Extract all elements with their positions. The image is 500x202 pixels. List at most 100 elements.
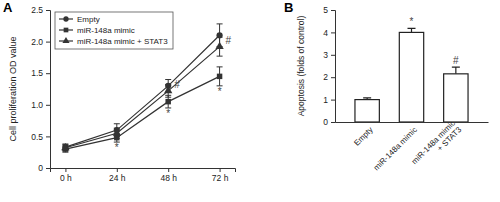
y-tick-label: 2.0 [31,37,43,47]
y-axis-line [46,11,51,169]
figure: A 0 0.5 1.0 1.5 2.0 2.5 0 h 24 h 48 h 72 h Cell pro… [0,0,500,202]
x-tick-label: Empty [352,125,374,147]
y-tick-mark [46,10,50,11]
y-tick-label: 2.5 [31,5,43,15]
y-tick-mark [46,42,50,43]
y-tick: 3 [323,50,335,60]
x-tick: 0 h [60,168,72,183]
annotation: * [410,16,414,27]
y-tick: 1.0 [31,100,50,110]
error-bar [217,67,223,86]
marker [164,86,172,93]
panel: B 0 1 2 3 4 5 EmptymiR-148a mimicmiR-148a mimic… [284,0,489,172]
x-tick-mark [117,168,118,172]
y-tick-mark [46,168,50,169]
legend-label: miR-148a mimic [77,26,135,35]
error-bar [452,67,460,74]
legend-marker [64,28,69,33]
x-tick-label: miR-148a mimic+ STAT3 [410,118,464,172]
y-tick: 0.5 [31,132,50,142]
y-axis-line [331,11,336,123]
y-tick: 1 [323,95,335,105]
marker [61,143,69,150]
bar [355,100,379,122]
x-tick: Empty [352,122,374,148]
x-tick-mark [168,168,169,172]
y-axis: 0 1 2 3 4 5 [323,5,335,127]
x-axis: 0 h 24 h 48 h 72 h [51,168,236,183]
y-tick-label: 1.0 [31,100,43,110]
y-tick-mark [331,55,335,56]
y-tick: 4 [323,28,335,38]
y-tick-label: 4 [323,28,328,38]
x-tick-label-line: miR-148a mimic [372,125,419,172]
y-tick: 1.5 [31,68,50,78]
y-axis: 0 0.5 1.0 1.5 2.0 2.5 [31,5,50,173]
x-tick-label-line: Empty [352,125,374,147]
bar [399,32,423,122]
x-tick-label: miR-148a mimic [372,125,419,172]
marker [165,99,170,104]
y-tick-label: 0 [38,163,43,173]
plot-area [355,28,468,122]
annotation: * [218,86,222,97]
y-tick-label: 5 [323,5,328,15]
x-tick-label: 0 h [60,173,72,183]
x-tick-mark [65,168,66,172]
y-tick-mark [331,77,335,78]
plot-area [61,24,223,152]
x-tick: miR-148a mimic+ STAT3 [410,118,464,172]
x-tick-label-line: + STAT3 [435,125,463,153]
y-tick-label: 1 [323,95,328,105]
legend-frame [55,12,173,49]
y-tick-label: 0 [323,117,328,127]
x-axis-line [336,122,489,123]
y-tick-mark [46,136,50,137]
panel-label: B [284,0,293,15]
y-tick: 5 [323,5,335,15]
y-tick: 2.0 [31,37,50,47]
y-tick-label: 0.5 [31,132,43,142]
annotation: # [453,55,459,66]
annotation: * [115,142,119,153]
bar [444,74,468,122]
marker [217,74,222,79]
x-tick: 72 h [212,168,229,183]
x-tick: miR-148a mimic [372,122,419,172]
legend-marker [62,37,69,43]
panel-label: A [3,0,13,15]
marker [113,128,121,135]
x-axis: EmptymiR-148a mimicmiR-148a mimic+ STAT3 [336,118,489,172]
y-tick-mark [331,10,335,11]
y-tick-mark [46,73,50,74]
y-tick: 0 [323,117,335,127]
legend-label: miR-148a mimic + STAT3 [77,37,168,46]
y-tick: 0 [38,163,50,173]
x-tick-label: 48 h [160,173,177,183]
y-tick: 2.5 [31,5,50,15]
x-axis-line [51,169,236,173]
y-tick-label: 2 [323,72,328,82]
legend-marker [63,16,68,21]
annotation: * [166,108,170,119]
x-tick: 24 h [109,168,126,183]
series-line [65,35,219,147]
x-tick-label: 24 h [109,173,126,183]
legend-label: Empty [77,15,100,24]
legend: Empty miR-148a mimic miR-148a mimic + STAT… [55,12,173,49]
x-tick-label: 72 h [212,173,229,183]
series-line [65,47,219,148]
annotation: # [174,79,180,90]
annotation: # [226,35,232,46]
x-tick-mark [220,168,221,172]
panel: A 0 0.5 1.0 1.5 2.0 2.5 0 h 24 h 48 h 72 h Cell pro… [3,0,236,183]
y-tick-label: 3 [323,50,328,60]
x-tick: 48 h [160,168,177,183]
y-tick-label: 1.5 [31,68,43,78]
y-tick-mark [46,105,50,106]
error-bar [408,28,416,32]
y-axis-title: Cell proliferation OD value [8,36,18,141]
y-tick: 2 [323,72,335,82]
marker [215,42,223,49]
y-tick-mark [331,100,335,101]
